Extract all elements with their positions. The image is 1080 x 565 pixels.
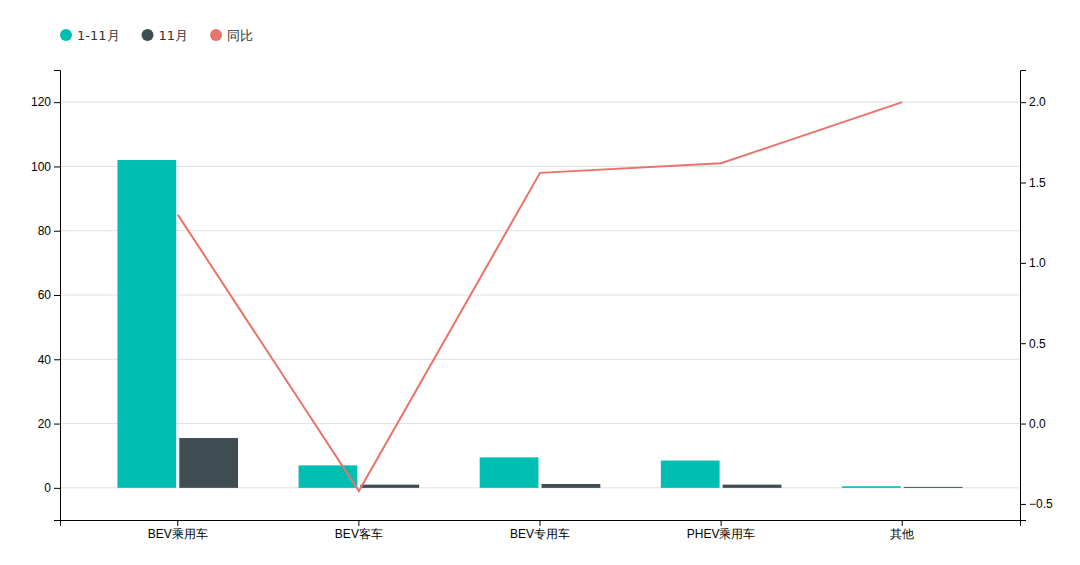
tick-mark xyxy=(1020,424,1026,425)
bar-series xyxy=(179,438,962,488)
bar xyxy=(542,484,601,488)
x-axis: BEV乘用车 BEV客车 BEV专用车 PHEV乘用车 其他 xyxy=(61,520,1021,541)
tick-mark xyxy=(54,295,60,296)
tick-label: 60 xyxy=(38,288,52,302)
bar xyxy=(179,438,238,488)
tick-mark xyxy=(540,520,541,526)
legend-swatch xyxy=(60,29,72,41)
bar xyxy=(661,461,720,488)
tick-mark xyxy=(1020,183,1026,184)
tick: 0.5 xyxy=(1020,337,1046,351)
axis-line xyxy=(1021,71,1027,521)
axis-line xyxy=(54,71,61,521)
tick-mark xyxy=(54,102,60,103)
tick-mark xyxy=(1020,504,1026,505)
legend-label: 同比 xyxy=(227,28,253,43)
tick-mark xyxy=(358,520,359,526)
tick-mark xyxy=(54,166,60,167)
grid-line xyxy=(60,423,1020,424)
tick-label: PHEV乘用车 xyxy=(687,527,756,541)
tick-label: 1.0 xyxy=(1029,256,1046,270)
tick-mark xyxy=(902,520,903,526)
bar xyxy=(723,485,782,488)
tick: 0.0 xyxy=(1020,417,1046,431)
tick: 80 xyxy=(38,224,60,238)
tick: 0 xyxy=(44,481,60,495)
tick-mark xyxy=(54,424,60,425)
bar-series xyxy=(117,160,900,488)
tick: BEV专用车 xyxy=(510,520,570,541)
axis-line xyxy=(61,521,1021,527)
tick-label: BEV专用车 xyxy=(510,527,570,541)
grid-line xyxy=(60,230,1020,231)
tick: 1.5 xyxy=(1020,176,1046,190)
bar xyxy=(480,457,539,488)
tick-mark xyxy=(54,488,60,489)
y-axis: 0 20 40 60 80 100 120 xyxy=(31,71,61,521)
tick-label: 0.0 xyxy=(1029,417,1046,431)
line xyxy=(178,102,903,491)
grid xyxy=(60,102,1020,488)
tick: 20 xyxy=(38,417,60,431)
tick-mark xyxy=(721,520,722,526)
grid-line xyxy=(60,295,1020,296)
grid-line xyxy=(60,102,1020,103)
tick-mark xyxy=(1020,343,1026,344)
tick-label: 2.0 xyxy=(1029,95,1046,109)
tick-label: 40 xyxy=(38,353,52,367)
bar xyxy=(904,486,963,488)
tick-label: 100 xyxy=(31,160,51,174)
tick: PHEV乘用车 xyxy=(687,520,756,541)
tick-mark xyxy=(1020,102,1026,103)
tick: 其他 xyxy=(890,520,914,541)
tick-label: BEV客车 xyxy=(335,527,383,541)
tick-label: 0.5 xyxy=(1029,337,1046,351)
tick: 100 xyxy=(31,160,60,174)
tick: 2.0 xyxy=(1020,95,1046,109)
tick: 60 xyxy=(38,288,60,302)
tick-label: 0 xyxy=(44,481,51,495)
tick-label: 1.5 xyxy=(1029,176,1046,190)
legend-label: 1-11月 xyxy=(77,28,120,43)
tick-label: 其他 xyxy=(890,527,914,541)
tick: 40 xyxy=(38,353,60,367)
legend-item: 1-11月 xyxy=(60,28,120,43)
tick-label: 120 xyxy=(31,95,51,109)
tick-mark xyxy=(1020,263,1026,264)
marks xyxy=(117,102,962,491)
tick: 120 xyxy=(31,95,60,109)
tick-label: BEV乘用车 xyxy=(148,527,208,541)
grid-line xyxy=(60,359,1020,360)
tick: BEV客车 xyxy=(335,520,383,541)
legend-label: 11月 xyxy=(159,28,189,43)
tick-mark xyxy=(54,359,60,360)
tick-label: 20 xyxy=(38,417,52,431)
bar xyxy=(117,160,176,488)
legend-item: 同比 xyxy=(210,28,253,43)
tick-label: −0.5 xyxy=(1029,497,1053,511)
tick-mark xyxy=(54,231,60,232)
tick-label: 80 xyxy=(38,224,52,238)
tick: BEV乘用车 xyxy=(148,520,208,541)
grid-line xyxy=(60,166,1020,167)
tick-mark xyxy=(177,520,178,526)
legend-item: 11月 xyxy=(142,28,189,43)
legend-swatch xyxy=(210,29,222,41)
bar xyxy=(842,486,901,488)
tick: −0.5 xyxy=(1020,497,1053,511)
plot: 0 20 40 60 80 100 120 −0.5 0.0 0.5 1.0 1.5 2.0 BEV乘用车… xyxy=(31,71,1053,541)
chart: 0 20 40 60 80 100 120 −0.5 0.0 0.5 1.0 1.5 2.0 BEV乘用车… xyxy=(0,0,1080,565)
legend-swatch xyxy=(142,29,154,41)
legend: 1-11月 11月 同比 xyxy=(60,28,253,43)
tick: 1.0 xyxy=(1020,256,1046,270)
y2-axis: −0.5 0.0 0.5 1.0 1.5 2.0 xyxy=(1020,71,1053,521)
bar xyxy=(360,485,419,488)
